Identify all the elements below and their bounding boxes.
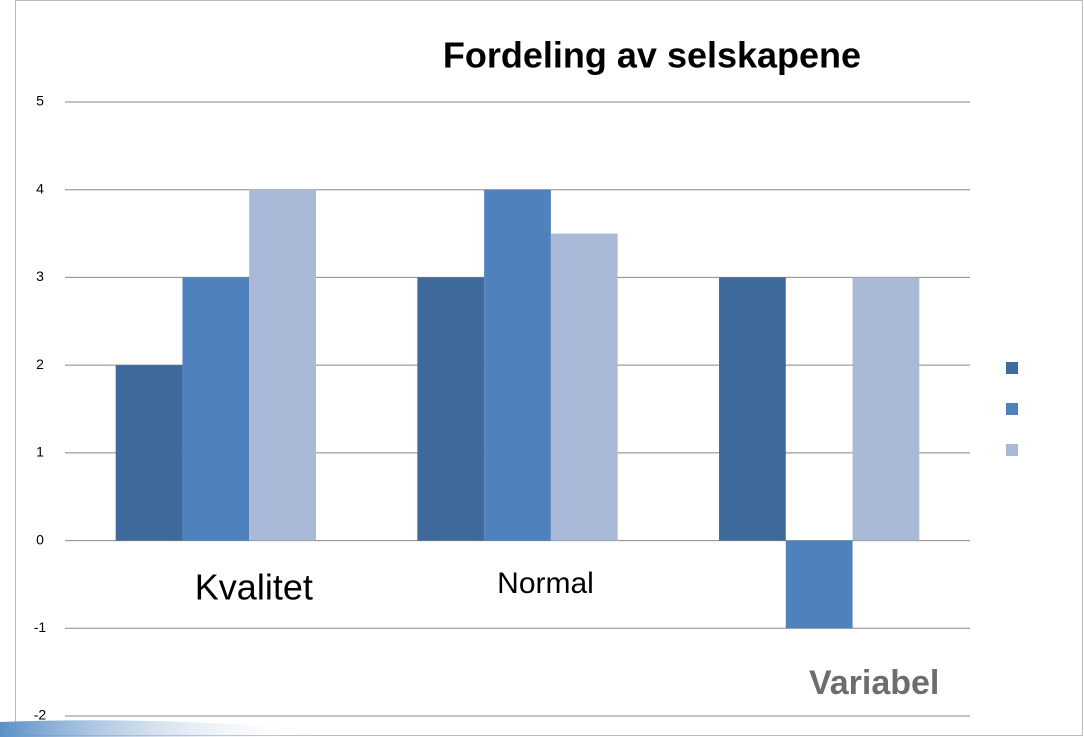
decor-stripe — [0, 720, 320, 737]
y-tick-label: 4 — [36, 180, 44, 196]
legend-swatch — [1006, 444, 1018, 456]
y-tick-label: -1 — [34, 619, 47, 635]
frame — [15, 0, 1083, 736]
bar — [785, 540, 853, 629]
y-tick-label: 2 — [36, 356, 44, 372]
legend-swatch — [1006, 362, 1018, 374]
chart-title: Fordeling av selskapene — [443, 35, 861, 76]
legend-swatch — [1006, 403, 1018, 415]
y-tick-label: -2 — [34, 707, 47, 723]
bar — [249, 189, 316, 541]
bar — [852, 277, 920, 541]
y-tick-label: 1 — [36, 444, 44, 460]
y-tick-label: 3 — [36, 268, 44, 284]
bar — [484, 189, 551, 541]
bar — [182, 277, 250, 541]
x-tick-label: Variabel — [809, 664, 939, 702]
y-tick-label: 5 — [36, 93, 44, 109]
bar — [719, 277, 786, 541]
x-tick-label: Kvalitet — [195, 567, 313, 608]
bar — [550, 233, 618, 541]
x-tick-label: Normal — [497, 567, 594, 600]
bar — [115, 365, 183, 541]
bar — [417, 277, 485, 541]
y-tick-label: 0 — [36, 531, 44, 547]
